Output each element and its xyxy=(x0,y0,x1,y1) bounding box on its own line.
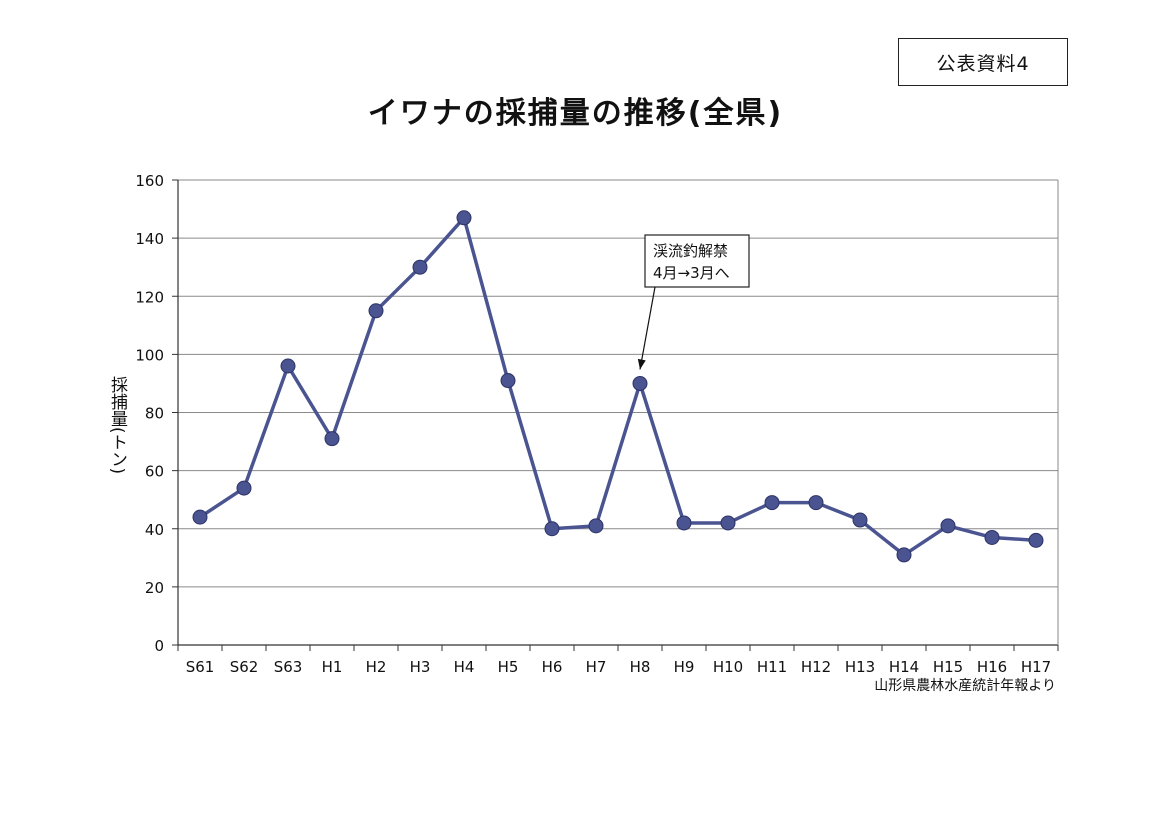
y-tick-label: 140 xyxy=(135,230,164,248)
x-tick-label: H14 xyxy=(889,658,919,676)
annotation-arrow-line xyxy=(639,286,656,370)
x-tick-label: H1 xyxy=(322,658,343,676)
annotation-line-1: 渓流釣解禁 xyxy=(653,242,728,260)
x-tick-label: H8 xyxy=(630,658,651,676)
data-point-H14 xyxy=(896,547,912,563)
x-tick-label: H6 xyxy=(542,658,563,676)
data-point-H15 xyxy=(940,518,956,534)
x-tick-label: H15 xyxy=(933,658,963,676)
x-tick-labels: S61 S62 S63 H1 H2 H3 H4 H5 H6 H7 H8 H9 H10 H11 H12 H13 H… xyxy=(186,658,1051,676)
data-point-H12 xyxy=(808,495,824,511)
x-tick-label: H2 xyxy=(366,658,387,676)
y-tick-label: 120 xyxy=(135,288,164,306)
data-point-H1 xyxy=(324,431,340,447)
y-tick-label: 0 xyxy=(154,637,164,655)
data-point-H9 xyxy=(676,515,692,531)
axes xyxy=(172,179,1059,651)
x-tick-label: H3 xyxy=(410,658,431,676)
data-point-H13 xyxy=(852,512,868,528)
data-point-H11 xyxy=(764,495,780,511)
annotation: 渓流釣解禁 4月→3月へ xyxy=(637,234,750,370)
series-layer xyxy=(192,210,1044,563)
series-line xyxy=(199,216,1037,557)
data-point-H2 xyxy=(368,303,384,319)
x-tick-label: H10 xyxy=(713,658,743,676)
data-point-H7 xyxy=(588,518,604,534)
x-tick-label: H7 xyxy=(586,658,607,676)
x-tick-label: S63 xyxy=(274,658,303,676)
data-point-H10 xyxy=(720,515,736,531)
document-badge: 公表資料4 xyxy=(898,38,1068,86)
data-point-H6 xyxy=(544,521,560,537)
data-point-H16 xyxy=(984,529,1000,545)
data-point-H5 xyxy=(500,373,516,389)
x-tick-label: H12 xyxy=(801,658,831,676)
y-tick-label: 160 xyxy=(135,172,164,190)
y-tick-label: 40 xyxy=(145,521,164,539)
data-point-H8 xyxy=(632,375,648,391)
annotation-box xyxy=(644,234,750,288)
x-tick-label: H9 xyxy=(674,658,695,676)
x-tick-label: H5 xyxy=(498,658,519,676)
x-tick-label: H17 xyxy=(1021,658,1051,676)
annotation-line-2: 4月→3月へ xyxy=(653,264,730,282)
x-tick-label: H13 xyxy=(845,658,875,676)
data-point-H17 xyxy=(1028,532,1044,548)
data-point-S63 xyxy=(280,358,296,374)
data-point-H3 xyxy=(412,259,428,275)
x-tick-label: S61 xyxy=(186,658,215,676)
gridlines xyxy=(178,179,1058,588)
x-tick-label: H16 xyxy=(977,658,1007,676)
data-point-H4 xyxy=(456,210,472,226)
y-tick-labels: 0 20 40 60 80 100 120 140 160 xyxy=(135,172,164,655)
x-tick-label: H11 xyxy=(757,658,787,676)
y-tick-label: 60 xyxy=(145,463,164,481)
source-note: 山形県農林水産統計年報より xyxy=(874,678,1056,694)
chart-title: イワナの採捕量の推移(全県) xyxy=(367,96,784,131)
y-axis-label: 採捕量(トン) xyxy=(107,375,127,475)
x-tick-label: H4 xyxy=(454,658,475,676)
annotation-arrow-head xyxy=(637,358,646,370)
y-tick-label: 80 xyxy=(145,405,164,423)
data-point-S61 xyxy=(192,509,208,525)
data-point-S62 xyxy=(236,480,252,496)
y-tick-label: 20 xyxy=(145,579,164,597)
x-tick-label: S62 xyxy=(230,658,259,676)
y-tick-label: 100 xyxy=(135,346,164,364)
